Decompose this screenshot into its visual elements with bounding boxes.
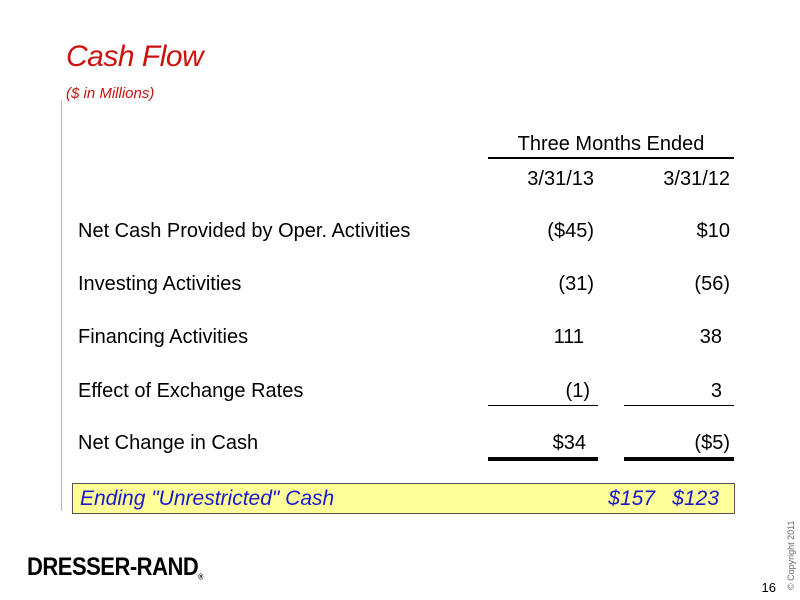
row-label: Investing Activities	[78, 273, 242, 295]
subtotal-underline-2	[624, 405, 734, 406]
copyright-notice: © Copyright 2011	[786, 520, 796, 590]
row-value-2: 3	[710, 380, 722, 402]
period-header: Three Months Ended	[488, 131, 734, 159]
row-value-2: (56)	[694, 273, 730, 295]
row-label: Net Change in Cash	[78, 432, 259, 454]
slide-title: Cash Flow	[66, 40, 204, 73]
row-value-1: $34	[552, 432, 586, 454]
row-value-1: (1)	[565, 380, 590, 402]
row-label: Net Cash Provided by Oper. Activities	[78, 220, 411, 242]
row-label: Effect of Exchange Rates	[78, 380, 304, 402]
subtotal-underline-1	[488, 405, 598, 406]
slide-subtitle: ($ in Millions)	[66, 85, 155, 102]
row-value-2: $10	[696, 220, 730, 242]
page-number: 16	[761, 580, 776, 595]
row-label: Financing Activities	[78, 326, 249, 348]
ending-cash-label: Ending "Unrestricted" Cash	[80, 487, 335, 510]
ending-cash-highlight: Ending "Unrestricted" Cash $157 $123	[72, 483, 735, 514]
row-value-1: 111	[553, 326, 584, 348]
ending-cash-value-2: $123	[672, 487, 719, 510]
row-value-2: 38	[699, 326, 722, 348]
total-double-underline-1	[488, 457, 598, 461]
ending-cash-value-1: $157	[608, 487, 655, 510]
row-value-1: (31)	[558, 273, 594, 295]
left-rule-divider	[61, 100, 62, 511]
logo-text: DRESSER-RAND	[27, 552, 199, 581]
column-date-1: 3/31/13	[527, 168, 594, 190]
registered-mark: ®	[198, 573, 203, 582]
column-date-2: 3/31/12	[663, 168, 730, 190]
row-value-2: ($5)	[694, 432, 730, 454]
total-double-underline-2	[624, 457, 734, 461]
row-value-1: ($45)	[547, 220, 594, 242]
company-logo: DRESSER-RAND®	[27, 552, 203, 582]
